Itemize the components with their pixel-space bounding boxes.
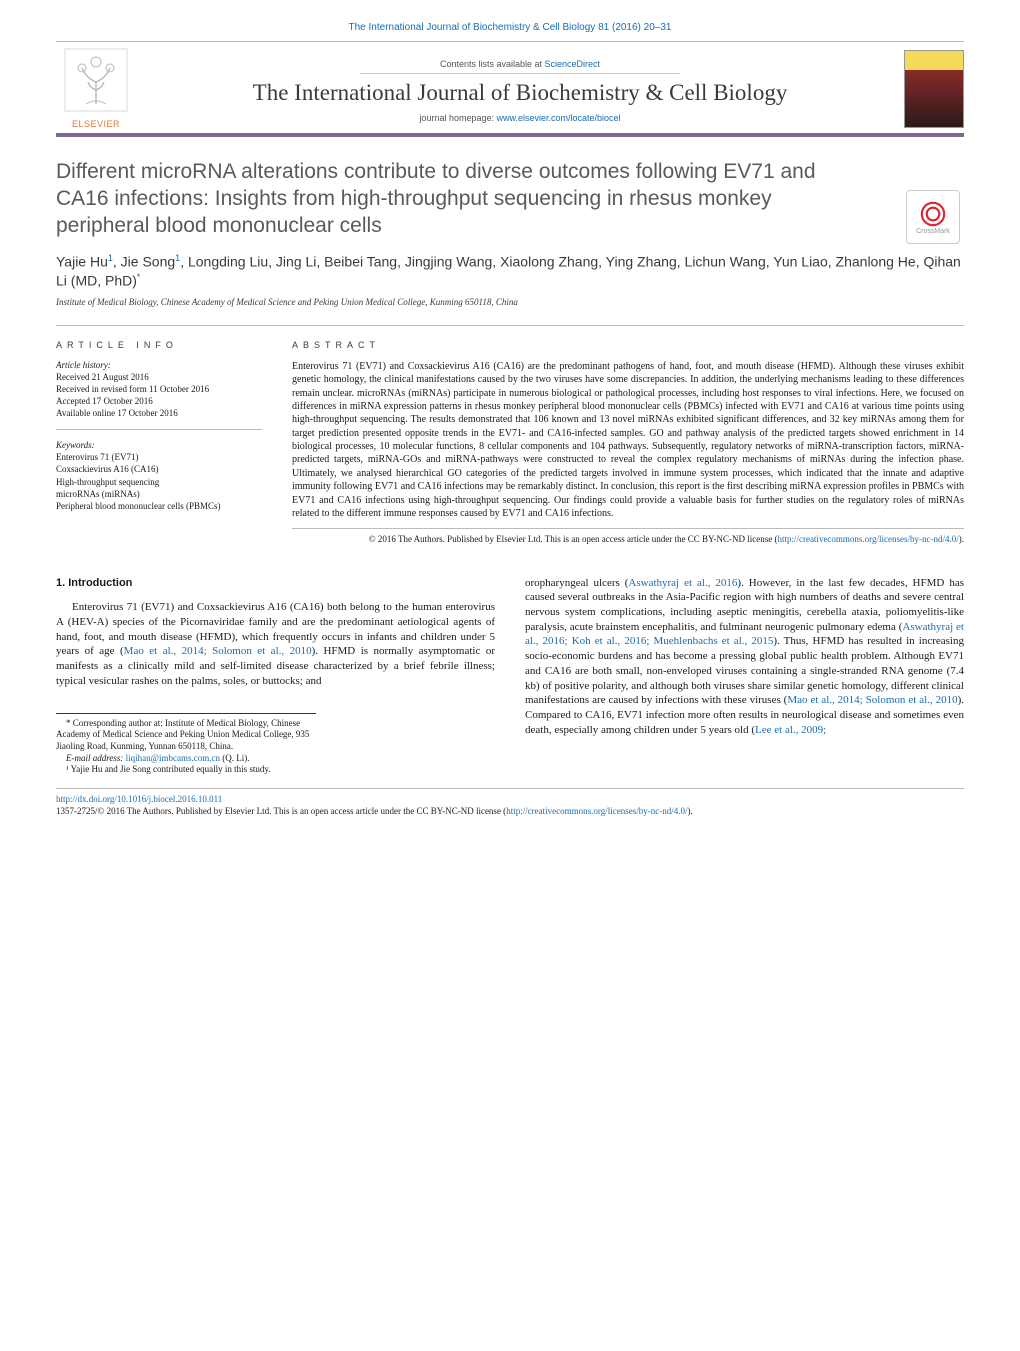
citation-link[interactable]: Mao et al., 2014; Solomon et al., 2010 [124,645,312,657]
crossmark-icon [919,200,947,228]
keyword: microRNAs (miRNAs) [56,488,262,500]
masthead: ELSEVIER Contents lists available at Sci… [56,41,964,137]
contents-line: Contents lists available at ScienceDirec… [360,59,680,74]
running-header-link[interactable]: The International Journal of Biochemistr… [349,22,672,33]
keyword: Enterovirus 71 (EV71) [56,451,262,463]
abstract-heading: ABSTRACT [292,340,964,350]
body-paragraph: Enterovirus 71 (EV71) and Coxsackievirus… [56,600,495,688]
homepage-link[interactable]: www.elsevier.com/locate/biocel [497,113,621,123]
keywords-block: Keywords: Enterovirus 71 (EV71) Coxsacki… [56,440,262,512]
sciencedirect-link[interactable]: ScienceDirect [545,59,601,69]
article-info: ARTICLE INFO Article history: Received 2… [56,340,262,546]
email-line: E-mail address: liqihan@imbcams.com.cn (… [56,753,316,765]
corresponding-author-note: * Corresponding author at: Institute of … [56,718,316,753]
footer-license-link[interactable]: http://creativecommons.org/licenses/by-n… [506,806,687,816]
history-revised: Received in revised form 11 October 2016 [56,383,262,395]
info-abstract-row: ARTICLE INFO Article history: Received 2… [56,325,964,546]
email-label: E-mail address: [66,753,126,763]
contents-prefix: Contents lists available at [440,59,545,69]
author-list: Yajie Hu1, Jie Song1, Longding Liu, Jing… [56,252,964,291]
doi-link[interactable]: http://dx.doi.org/10.1016/j.biocel.2016.… [56,794,222,804]
masthead-center: Contents lists available at ScienceDirec… [136,54,904,122]
section-heading-intro: 1. Introduction [56,576,495,591]
history-label: Article history: [56,360,262,370]
abstract-text: Enterovirus 71 (EV71) and Coxsackievirus… [292,360,964,530]
article-title: Different microRNA alterations contribut… [56,159,816,240]
keywords-label: Keywords: [56,440,262,450]
homepage-line: journal homepage: www.elsevier.com/locat… [136,113,904,123]
elsevier-tree-icon [64,48,128,112]
history-accepted: Accepted 17 October 2016 [56,395,262,407]
publisher-block: ELSEVIER [56,48,136,129]
email-link[interactable]: liqihan@imbcams.com.cn [126,753,220,763]
citation-link[interactable]: Mao et al., 2014; Solomon et al., 2010 [787,694,957,706]
journal-name: The International Journal of Biochemistr… [136,80,904,106]
article-info-heading: ARTICLE INFO [56,340,262,350]
history-online: Available online 17 October 2016 [56,407,262,419]
column-left: 1. Introduction Enterovirus 71 (EV71) an… [56,576,495,777]
abstract-copyright: © 2016 The Authors. Published by Elsevie… [292,533,964,545]
article-history: Article history: Received 21 August 2016… [56,360,262,431]
article-front: Different microRNA alterations contribut… [0,137,1020,546]
publisher-name: ELSEVIER [56,119,136,129]
column-right: oropharyngeal ulcers (Aswathyraj et al.,… [525,576,964,777]
running-header: The International Journal of Biochemistr… [0,0,1020,33]
equal-contribution-note: ¹ Yajie Hu and Jie Song contributed equa… [56,764,316,776]
keyword: Coxsackievirus A16 (CA16) [56,463,262,475]
abstract-block: ABSTRACT Enterovirus 71 (EV71) and Coxsa… [292,340,964,546]
homepage-prefix: journal homepage: [419,113,496,123]
issn-copyright: 1357-2725/© 2016 The Authors. Published … [56,806,506,816]
copyright-close: ). [959,534,964,544]
citation-link[interactable]: Aswathyraj et al., 2016 [628,577,737,589]
crossmark-label: CrossMark [916,228,950,235]
history-received: Received 21 August 2016 [56,371,262,383]
license-link[interactable]: http://creativecommons.org/licenses/by-n… [777,534,958,544]
body-columns: 1. Introduction Enterovirus 71 (EV71) an… [0,576,1020,777]
issn-close: ). [687,806,692,816]
keyword: High-throughput sequencing [56,476,262,488]
text-run: oropharyngeal ulcers ( [525,577,628,589]
footnotes: * Corresponding author at: Institute of … [56,713,316,776]
copyright-text: © 2016 The Authors. Published by Elsevie… [369,534,778,544]
journal-cover-thumbnail [904,50,964,128]
email-suffix: (Q. Li). [220,753,250,763]
crossmark-badge[interactable]: CrossMark [906,190,960,244]
keyword: Peripheral blood mononuclear cells (PBMC… [56,500,262,512]
affiliation: Institute of Medical Biology, Chinese Ac… [56,297,964,307]
body-paragraph: oropharyngeal ulcers (Aswathyraj et al.,… [525,576,964,738]
citation-link[interactable]: Lee et al., 2009; [755,724,826,736]
page-footer: http://dx.doi.org/10.1016/j.biocel.2016.… [56,788,964,817]
